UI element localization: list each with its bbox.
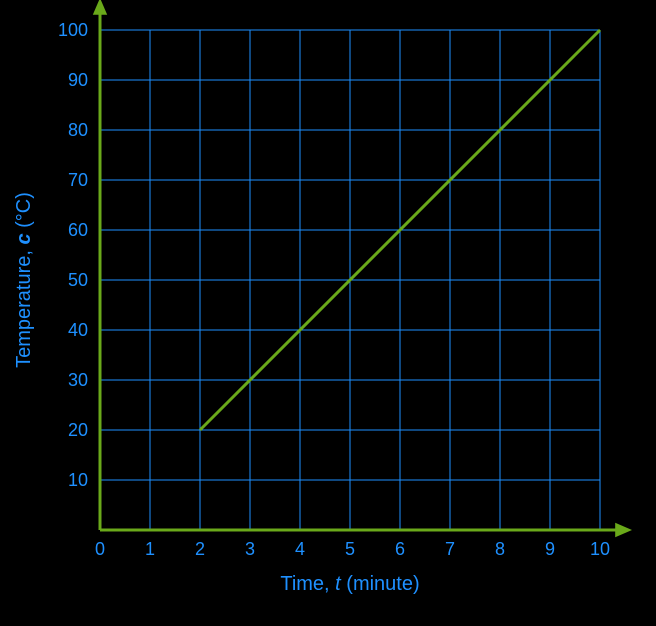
y-tick-label: 100 xyxy=(58,20,88,40)
x-tick-label: 2 xyxy=(195,539,205,559)
y-axis-arrow-icon xyxy=(93,0,107,15)
x-tick-label: 8 xyxy=(495,539,505,559)
x-tick-label: 9 xyxy=(545,539,555,559)
y-tick-label: 70 xyxy=(68,170,88,190)
y-tick-label: 10 xyxy=(68,470,88,490)
x-tick-label: 6 xyxy=(395,539,405,559)
y-axis-label: Temperature, c (°C) xyxy=(13,192,35,368)
x-tick-label: 7 xyxy=(445,539,455,559)
y-tick-label: 50 xyxy=(68,270,88,290)
x-tick-label: 5 xyxy=(345,539,355,559)
chart-container: 0 1 2 3 4 5 6 7 8 9 10 10 20 30 40 50 60 70 80 90 100 Time, t… xyxy=(0,0,656,626)
y-tick-label: 40 xyxy=(68,320,88,340)
x-tick-label: 4 xyxy=(295,539,305,559)
y-tick-label: 30 xyxy=(68,370,88,390)
y-tick-label: 90 xyxy=(68,70,88,90)
x-axis-label: Time, t (minute) xyxy=(280,573,419,595)
line-chart: 0 1 2 3 4 5 6 7 8 9 10 10 20 30 40 50 60 70 80 90 100 Time, t… xyxy=(0,0,656,626)
x-tick-label: 10 xyxy=(590,539,610,559)
x-axis-arrow-icon xyxy=(615,523,632,537)
x-tick-label: 0 xyxy=(95,539,105,559)
y-tick-label: 20 xyxy=(68,420,88,440)
y-tick-label: 60 xyxy=(68,220,88,240)
y-tick-label: 80 xyxy=(68,120,88,140)
x-tick-label: 3 xyxy=(245,539,255,559)
x-tick-label: 1 xyxy=(145,539,155,559)
